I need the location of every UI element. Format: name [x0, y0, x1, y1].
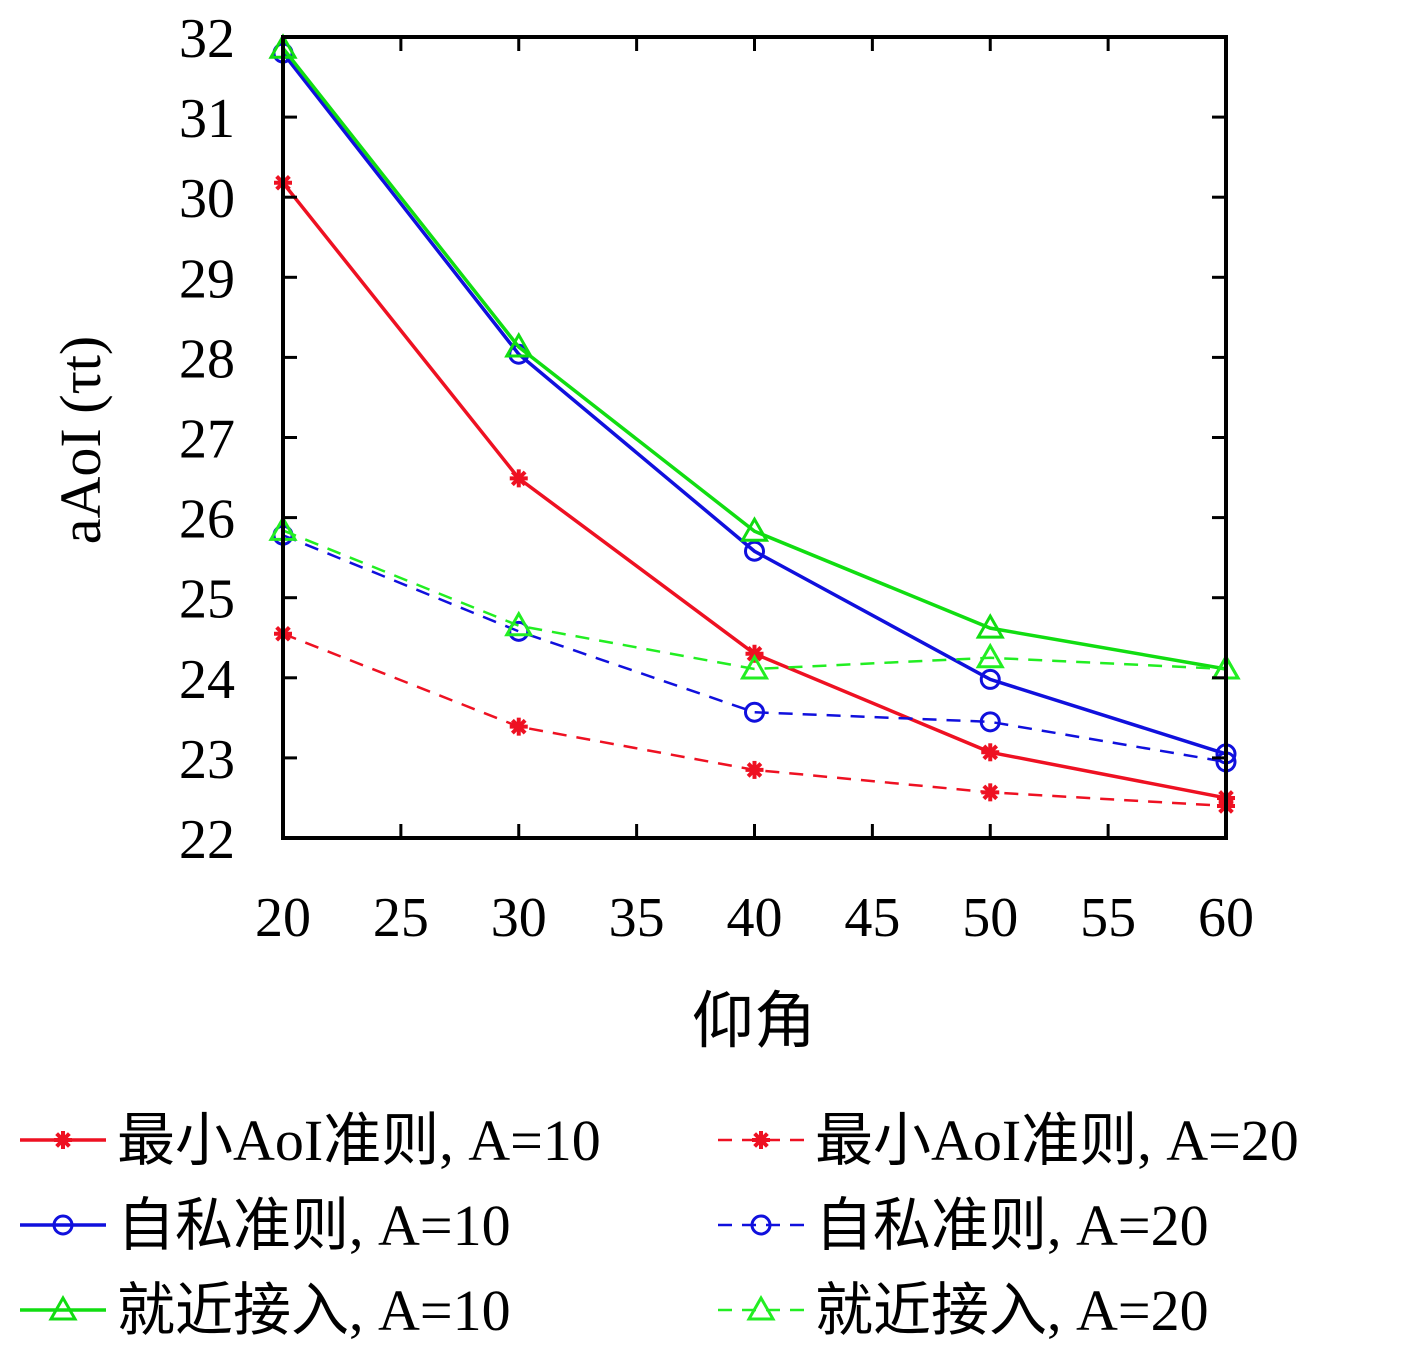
triangle-marker — [746, 1294, 776, 1321]
legend-item: 自私准则, A=20 — [718, 1193, 1209, 1258]
y-tick-label: 31 — [179, 88, 235, 150]
legend: 最小AoI准则, A=10 最小AoI准则, A=20 自私准则, A=10 自私准则… — [20, 1108, 1299, 1343]
legend-label: 就近接入, A=10 — [117, 1278, 511, 1343]
triangle-marker — [48, 1294, 78, 1321]
asterisk-stroke — [982, 784, 999, 801]
asterisk-marker — [752, 1131, 770, 1149]
asterisk-stroke — [982, 744, 999, 761]
x-tick-label: 20 — [255, 887, 311, 949]
series-line — [281, 47, 1227, 671]
circle-marker — [979, 711, 1001, 733]
asterisk-marker — [509, 469, 528, 488]
triangle-marker — [975, 642, 1005, 669]
x-tick-label: 35 — [609, 887, 665, 949]
y-tick-label: 26 — [179, 489, 235, 551]
x-axis-label: 仰角 — [692, 988, 816, 1056]
y-tick-label: 29 — [179, 248, 235, 310]
legend-label: 最小AoI准则, A=20 — [815, 1108, 1299, 1173]
x-tick-label: 55 — [1080, 887, 1136, 949]
asterisk-marker — [509, 717, 528, 736]
legend-item: 就近接入, A=20 — [718, 1278, 1209, 1343]
plot-marks — [268, 33, 1241, 815]
asterisk-marker — [981, 783, 1000, 802]
asterisk-stroke — [55, 1132, 71, 1148]
series-line — [281, 181, 1227, 800]
asterisk-stroke — [753, 1132, 769, 1148]
y-axis-label: aAoI (τt) — [48, 336, 113, 545]
legend-item: 最小AoI准则, A=10 — [20, 1108, 601, 1173]
circle-marker — [750, 1214, 772, 1236]
x-tick-label: 25 — [373, 887, 429, 949]
triangle-marker — [975, 613, 1005, 639]
triangle-marker — [739, 653, 770, 680]
circle-marker — [52, 1214, 74, 1236]
series-line — [281, 51, 1227, 756]
legend-item: 就近接入, A=10 — [20, 1278, 511, 1343]
legend-label: 就近接入, A=20 — [815, 1278, 1209, 1343]
legend-item: 自私准则, A=10 — [20, 1193, 511, 1258]
x-tick-label: 40 — [727, 887, 783, 949]
circle-marker — [744, 701, 765, 723]
triangle-marker — [504, 610, 534, 637]
asterisk-stroke — [746, 762, 763, 778]
plot-frame — [281, 35, 1228, 840]
x-tick-label: 45 — [844, 887, 900, 949]
series-line — [282, 534, 1227, 764]
asterisk-marker — [745, 644, 764, 663]
legend-item: 最小AoI准则, A=20 — [718, 1108, 1299, 1173]
y-tick-label: 24 — [179, 649, 235, 711]
asterisk-marker — [745, 760, 764, 779]
x-tick-label: 60 — [1198, 887, 1254, 949]
asterisk-stroke — [510, 470, 527, 487]
asterisk-marker — [981, 743, 1000, 762]
triangle-marker — [504, 331, 534, 358]
asterisk-stroke — [510, 718, 527, 735]
x-tick-label: 30 — [491, 887, 547, 949]
asterisk-marker — [54, 1131, 72, 1149]
asterisk-stroke — [746, 645, 763, 662]
legend-label: 自私准则, A=20 — [815, 1193, 1209, 1258]
triangle-marker — [739, 516, 770, 542]
y-tick-label: 30 — [179, 168, 235, 230]
circle-marker — [979, 668, 1001, 690]
y-tick-label: 22 — [179, 809, 235, 871]
y-tick-label: 28 — [179, 328, 235, 390]
x-tick-label: 50 — [962, 887, 1018, 949]
legend-label: 自私准则, A=10 — [117, 1193, 511, 1258]
y-tick-label: 23 — [179, 729, 235, 791]
legend-label: 最小AoI准则, A=10 — [117, 1108, 601, 1173]
series-line — [282, 529, 1227, 671]
y-tick-label: 25 — [179, 569, 235, 631]
y-tick-label: 32 — [179, 8, 235, 70]
circle-marker — [744, 540, 765, 562]
y-tick-label: 27 — [179, 409, 235, 471]
axis-ticks: 20 25 30 35 40 45 50 55 60 22 23 24 25 26 27 28 29 30 31 32 — [179, 8, 1254, 949]
